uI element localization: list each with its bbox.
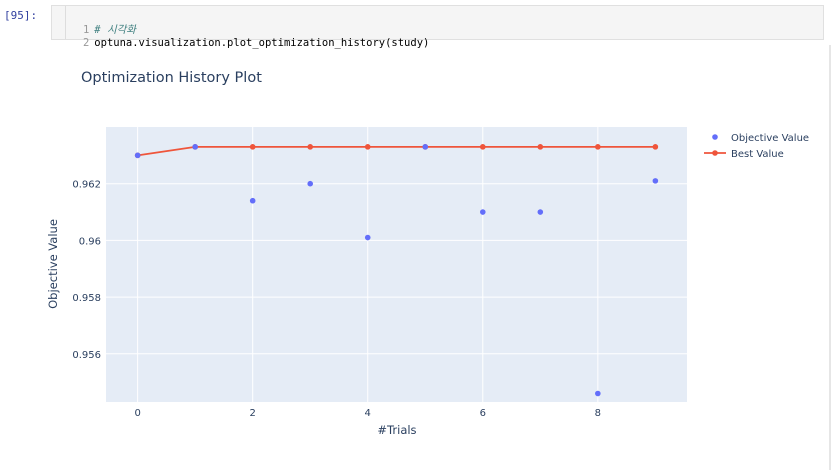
line-number: 1 (82, 24, 90, 36)
y-axis-title: Objective Value (46, 219, 60, 309)
line-number: 2 (82, 37, 90, 49)
code-line-1[interactable]: 1 # 시각화 (52, 11, 136, 36)
best-value-point[interactable] (249, 144, 256, 150)
legend-label-best-value[interactable]: Best Value (731, 149, 784, 160)
objective-value-point[interactable] (249, 197, 256, 204)
objective-value-point[interactable] (307, 180, 314, 187)
objective-value-point[interactable] (595, 390, 601, 397)
x-tick-label: 0 (134, 408, 140, 419)
objective-value-point[interactable] (479, 209, 486, 215)
objective-value-point[interactable] (364, 234, 371, 241)
objective-value-point[interactable] (422, 144, 429, 150)
best-value-point[interactable] (652, 144, 659, 150)
code-cell-input[interactable]: 1 # 시각화 2 optuna.visualization.plot_optimi… (51, 5, 824, 49)
plot-area-background (106, 127, 687, 402)
code-line-2[interactable]: 2 optuna.visualization.plot_optimization_… (52, 24, 429, 49)
axis-ticks: 0 2 4 6 8 0.956 0.958 0.96 0.962 (72, 180, 601, 419)
objective-value-point[interactable] (192, 144, 198, 150)
legend-marker-objective-value (712, 134, 718, 140)
x-axis-title: #Trials (377, 423, 416, 437)
y-tick-label: 0.956 (72, 350, 101, 361)
best-value-point[interactable] (537, 144, 544, 150)
y-tick-label: 0.96 (79, 236, 101, 247)
y-tick-label: 0.962 (72, 180, 101, 191)
objective-value-series (134, 144, 659, 397)
objective-value-point[interactable] (537, 209, 544, 215)
x-tick-label: 2 (250, 408, 256, 419)
grid-lines (106, 127, 687, 402)
best-value-line (137, 145, 656, 157)
best-value-point[interactable] (595, 144, 601, 150)
legend[interactable]: Objective Value Best Value (704, 133, 809, 160)
best-value-point[interactable] (307, 144, 314, 150)
objective-value-point[interactable] (652, 178, 659, 184)
best-value-point[interactable] (364, 144, 371, 150)
cell-prompt: [95]: (4, 9, 38, 22)
x-tick-label: 4 (365, 408, 371, 419)
output-area-border (829, 45, 831, 470)
chart-title: Optimization History Plot (81, 70, 262, 86)
line-number-gutter (65, 6, 66, 39)
objective-value-point[interactable] (134, 152, 141, 159)
best-value-point[interactable] (479, 144, 486, 150)
y-tick-label: 0.958 (72, 293, 101, 304)
legend-marker-best-value (712, 150, 718, 156)
code-comment: # 시각화 (94, 24, 136, 36)
legend-label-objective-value[interactable]: Objective Value (731, 133, 809, 144)
x-tick-label: 6 (480, 408, 486, 419)
code-statement: optuna.visualization.plot_optimization_h… (94, 37, 430, 49)
x-tick-label: 8 (595, 408, 601, 419)
